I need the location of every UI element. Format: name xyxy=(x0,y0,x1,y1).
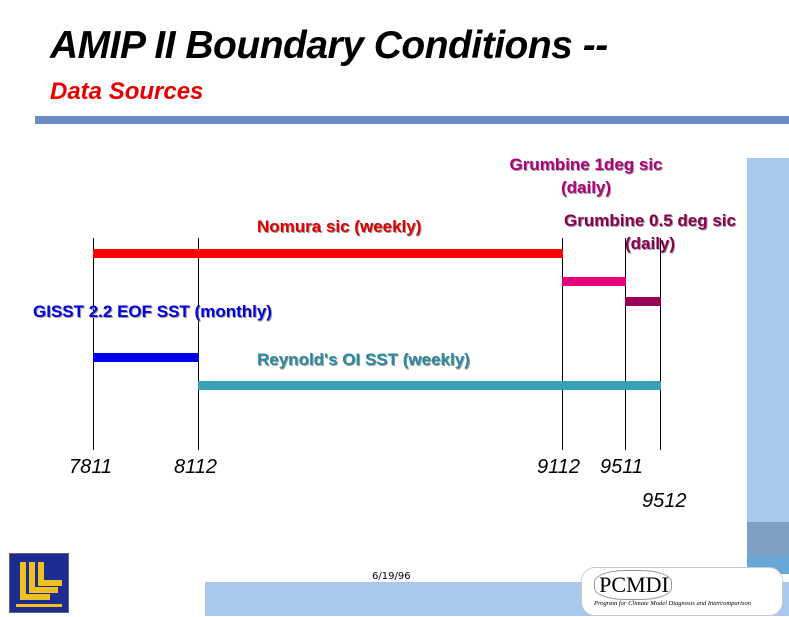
label-grumbine-05deg-sic-line1: Grumbine 0.5 deg sic xyxy=(564,211,736,230)
label-grumbine-05deg-sic-line2: (daily) xyxy=(624,234,676,253)
bar-reynolds-oi-sst xyxy=(198,381,661,390)
tick-label-9511: 9511 xyxy=(600,456,644,478)
tick-label-8112: 8112 xyxy=(174,456,218,478)
pcmdi-logo: PCMDI Program for Climate Model Diagnosi… xyxy=(581,567,783,616)
bar-nomura-sic xyxy=(93,249,563,258)
llnl-logo-icon xyxy=(9,553,69,613)
timeline-gridline-7811 xyxy=(93,238,94,450)
timeline-gridline-9512 xyxy=(660,238,661,450)
bar-grumbine-05deg-sic xyxy=(625,297,661,306)
timeline-gridline-9511 xyxy=(625,238,626,450)
pcmdi-oval-mark xyxy=(594,570,672,600)
llnl-logo-graphic xyxy=(10,554,68,612)
timeline-gridline-9112 xyxy=(562,238,563,450)
label-gisst-sst: GISST 2.2 EOF SST (monthly) xyxy=(33,302,272,321)
label-grumbine-1deg-sic-line2: (daily) xyxy=(560,178,612,197)
side-panel-decoration-dark xyxy=(747,522,789,556)
slide-date: 6/19/96 xyxy=(372,571,411,582)
tick-label-7811: 7811 xyxy=(69,456,113,478)
pcmdi-name: PCMDI xyxy=(599,572,669,597)
label-grumbine-1deg-sic-line1: Grumbine 1deg sic xyxy=(509,155,663,174)
bar-gisst-sst xyxy=(93,353,199,362)
tick-label-9112: 9112 xyxy=(537,456,581,478)
page-subtitle: Data Sources xyxy=(50,78,204,105)
tick-label-9512: 9512 xyxy=(642,490,687,512)
side-panel-decoration xyxy=(747,158,789,522)
title-divider xyxy=(35,116,789,124)
timeline-gridline-8112 xyxy=(198,238,199,450)
label-grumbine-1deg-sic: Grumbine 1deg sic (daily) xyxy=(496,153,676,199)
page-title: AMIP II Boundary Conditions -- xyxy=(50,24,608,67)
bar-grumbine-1deg-sic xyxy=(562,277,626,286)
label-grumbine-05deg-sic: Grumbine 0.5 deg sic (daily) xyxy=(551,209,749,255)
label-nomura-sic: Nomura sic (weekly) xyxy=(257,217,422,236)
label-reynolds-oi-sst: Reynold's OI SST (weekly) xyxy=(257,350,470,369)
pcmdi-tagline: Program for Climate Model Diagnosis and … xyxy=(594,600,751,607)
